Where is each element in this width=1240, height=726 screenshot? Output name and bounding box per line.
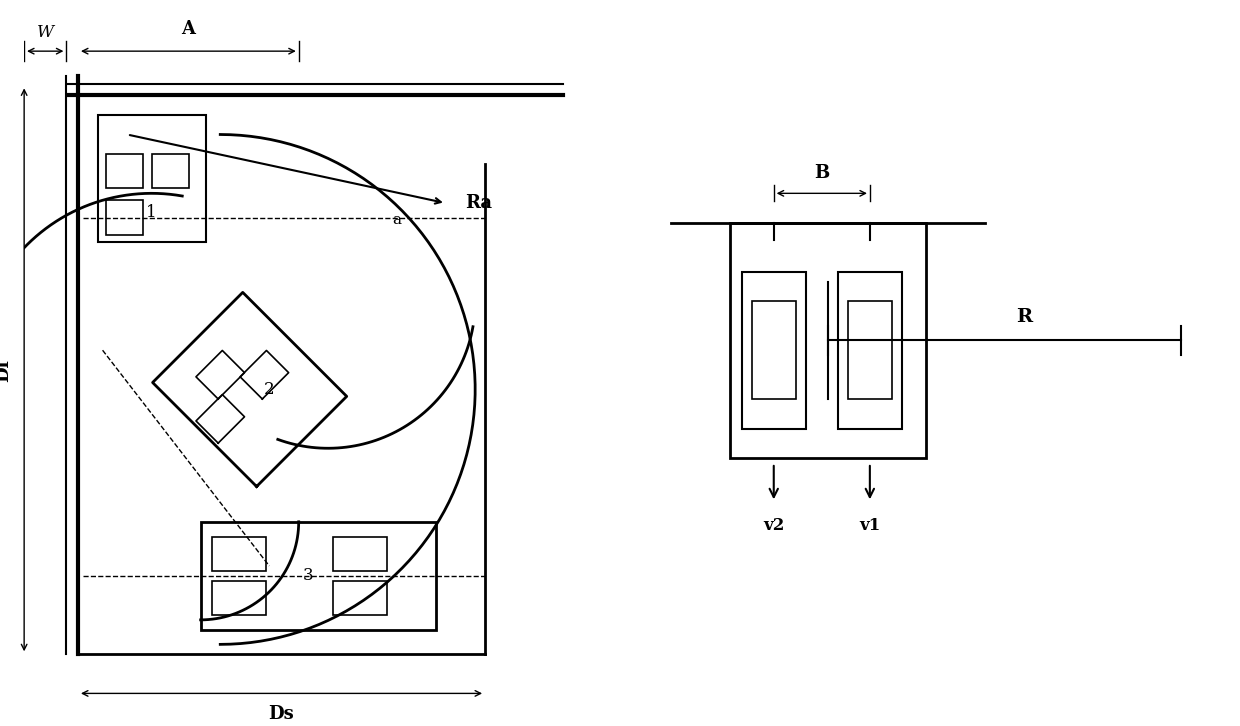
Bar — [151, 154, 188, 189]
Text: R: R — [1017, 308, 1033, 326]
Text: 1: 1 — [146, 205, 157, 221]
Bar — [105, 154, 143, 189]
Bar — [730, 223, 926, 458]
Text: 2: 2 — [264, 381, 274, 398]
Bar — [838, 272, 901, 428]
Text: 3: 3 — [304, 567, 314, 584]
Text: A: A — [181, 20, 195, 38]
Bar — [742, 272, 806, 428]
Text: v2: v2 — [763, 517, 785, 534]
Bar — [212, 581, 267, 615]
Text: Ra: Ra — [465, 194, 492, 212]
Text: B: B — [815, 163, 830, 182]
Bar — [751, 301, 796, 399]
Bar — [212, 537, 267, 571]
Text: Ds: Ds — [268, 705, 294, 723]
Text: v1: v1 — [859, 517, 880, 534]
Bar — [98, 115, 206, 242]
Bar — [105, 200, 143, 234]
Bar — [334, 581, 387, 615]
Text: W: W — [37, 25, 55, 41]
Bar — [201, 522, 436, 629]
Bar — [848, 301, 892, 399]
Text: Df: Df — [0, 358, 12, 382]
Text: a: a — [392, 213, 402, 227]
Bar — [334, 537, 387, 571]
